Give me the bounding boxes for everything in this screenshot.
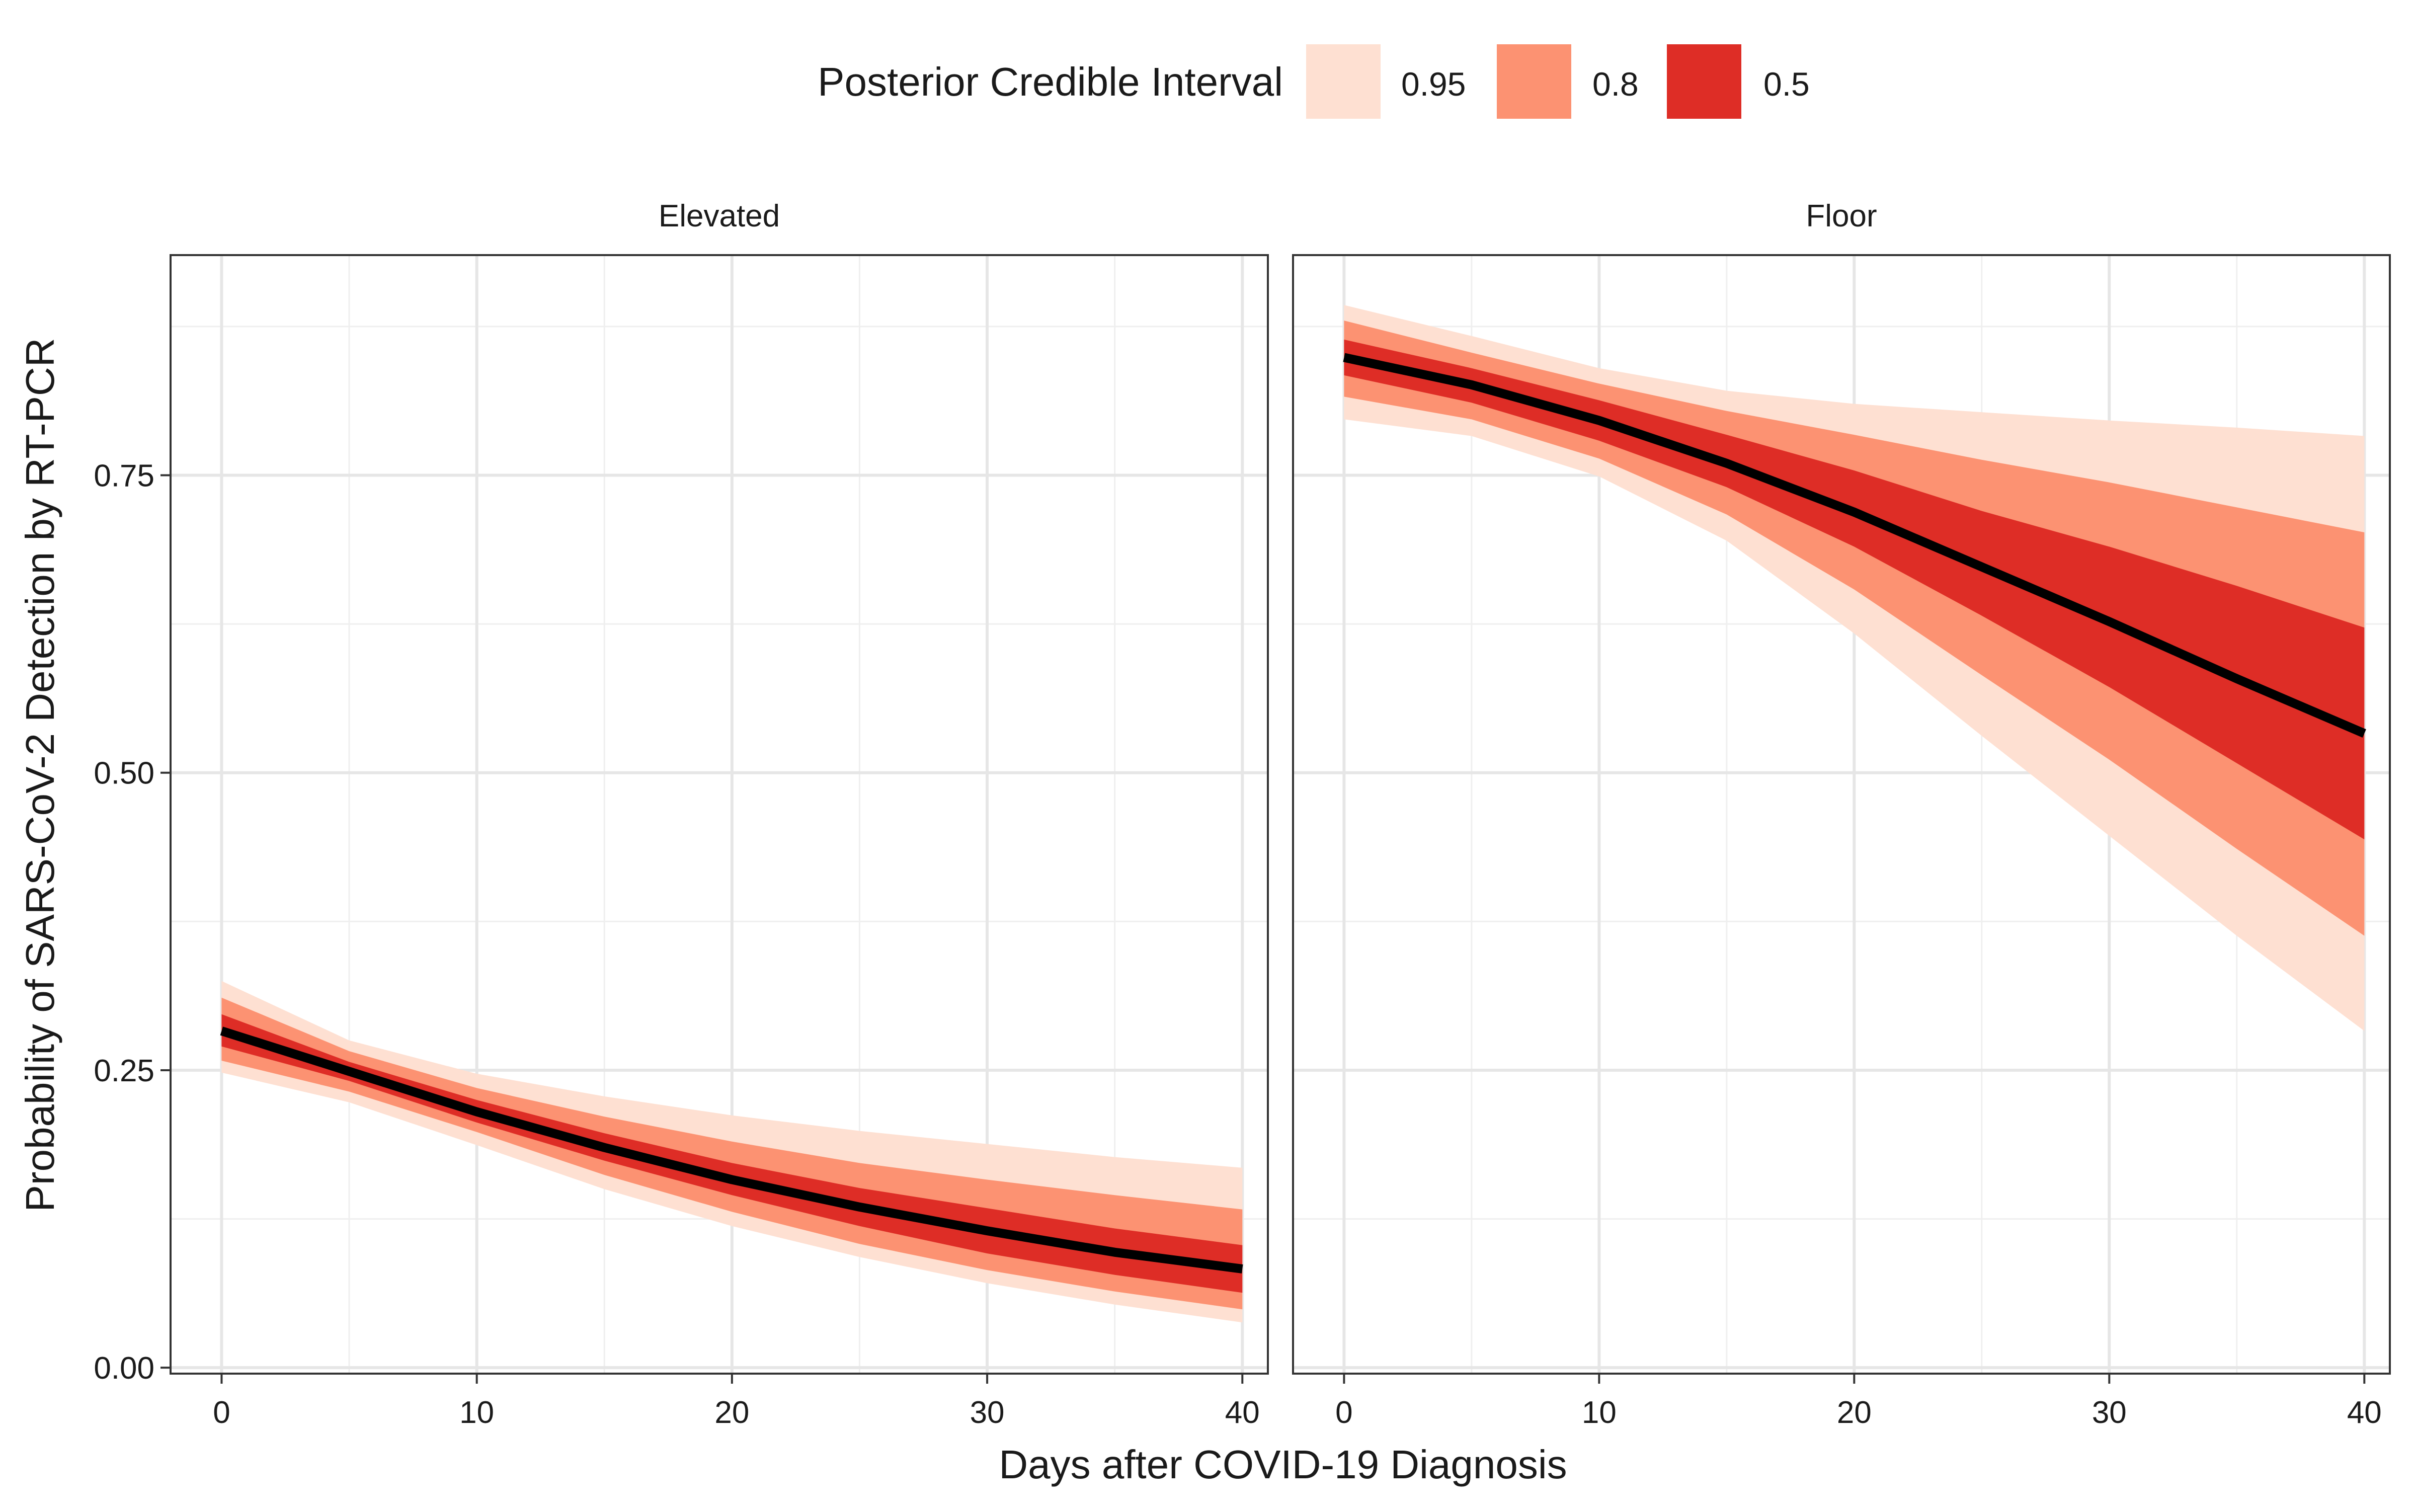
y-tick-label-3: 0.75 — [94, 459, 154, 494]
y-axis-title: Probability of SARS-CoV-2 Detection by R… — [18, 338, 62, 1212]
panel-0: Elevated 0 10 20 30 40 0.00 0.25 0.50 0.75 — [94, 199, 1269, 1430]
legend-label-2: 0.5 — [1763, 65, 1810, 103]
band-ci50-0 — [221, 1014, 1243, 1293]
panel-bands-1 — [1343, 305, 2366, 1031]
legend-key-2 — [1667, 44, 1741, 119]
x-tick-label-0-3: 30 — [970, 1395, 1005, 1430]
legend-key-0 — [1306, 44, 1381, 119]
x-tick-label-1-2: 20 — [1837, 1395, 1872, 1430]
y-tick-label-0: 0.00 — [94, 1351, 154, 1386]
band-ci50-1 — [1344, 339, 2365, 840]
x-tick-label-0-2: 20 — [714, 1395, 749, 1430]
panel-title-1: Floor — [1806, 199, 1877, 233]
y-tick-label-1: 0.25 — [94, 1054, 154, 1088]
y-tick-label-2: 0.50 — [94, 756, 154, 791]
legend-label-0: 0.95 — [1401, 65, 1466, 103]
median-line-1 — [1343, 353, 2366, 738]
x-tick-label-1-0: 0 — [1335, 1395, 1352, 1430]
legend-key-1 — [1497, 44, 1571, 119]
panel-border-1 — [1292, 254, 2391, 1375]
panels: Elevated 0 10 20 30 40 0.00 0.25 0.50 0.75 Floor 0 1… — [94, 199, 2391, 1430]
x-tick-label-1-1: 10 — [1582, 1395, 1617, 1430]
panel-bands-0 — [220, 981, 1243, 1323]
panel-1: Floor 0 10 20 30 40 — [1292, 199, 2391, 1430]
x-axis-title: Days after COVID-19 Diagnosis — [999, 1442, 1567, 1487]
x-tick-label-0-1: 10 — [459, 1395, 494, 1430]
x-tick-label-0-4: 40 — [1225, 1395, 1260, 1430]
legend: Posterior Credible Interval 0.95 0.8 0.5 — [818, 44, 1810, 119]
median-line-0 — [220, 1026, 1243, 1274]
x-tick-label-0-0: 0 — [213, 1395, 230, 1430]
panel-border-0 — [170, 254, 1269, 1375]
legend-title: Posterior Credible Interval — [818, 59, 1283, 104]
panel-title-0: Elevated — [659, 199, 780, 233]
legend-label-1: 0.8 — [1592, 65, 1639, 103]
x-tick-label-1-4: 40 — [2347, 1395, 2382, 1430]
x-tick-label-1-3: 30 — [2092, 1395, 2127, 1430]
